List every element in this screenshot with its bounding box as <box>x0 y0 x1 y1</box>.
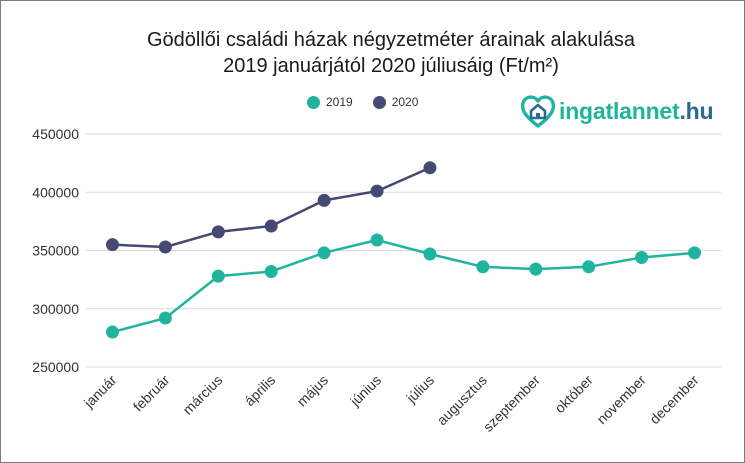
x-tick-label: szeptember <box>480 372 543 435</box>
y-tick-label: 450000 <box>32 126 79 142</box>
data-point-2020 <box>105 238 119 252</box>
x-tick-label: május <box>294 372 332 410</box>
data-point-2019 <box>423 247 437 261</box>
data-point-2020 <box>423 161 437 175</box>
legend-label-2019: 2019 <box>326 95 353 109</box>
logo-text: ingatlannet.hu <box>559 97 714 125</box>
data-point-2020 <box>211 225 225 239</box>
chart-title: Gödöllői családi házak négyzetméter árai… <box>91 27 691 79</box>
data-point-2019 <box>370 233 384 247</box>
series-line-2020 <box>112 166 431 249</box>
data-point-2019 <box>529 262 543 276</box>
chart-title-line-1: Gödöllői családi házak négyzetméter árai… <box>146 29 636 51</box>
data-point-2019 <box>582 260 596 274</box>
x-tick-label: június <box>346 372 384 410</box>
legend-item-2019: 2019 <box>307 95 353 109</box>
data-point-2019 <box>105 325 119 339</box>
data-point-2019 <box>476 260 490 274</box>
data-point-2019 <box>317 246 331 260</box>
chart-title-line-2: 2019 januárjától 2020 júliusáig (Ft/m²) <box>223 55 559 77</box>
y-tick-label: 400000 <box>32 184 79 200</box>
data-point-2020 <box>158 240 172 254</box>
legend-marker-2020 <box>372 95 386 109</box>
x-tick-label: október <box>551 372 596 417</box>
data-point-2019 <box>688 246 702 260</box>
legend-marker-2019 <box>307 95 320 109</box>
logo-text-main: ingatlannet <box>559 97 680 124</box>
data-point-2019 <box>158 311 172 325</box>
x-tick-label: február <box>130 372 173 415</box>
data-point-2020 <box>370 184 384 198</box>
data-point-2019 <box>264 264 278 278</box>
y-tick-label: 300000 <box>32 301 79 317</box>
y-tick-label: 350000 <box>32 243 79 259</box>
x-tick-label: augusztus <box>434 372 490 428</box>
x-tick-label: november <box>593 372 649 428</box>
house-heart-icon <box>520 95 556 128</box>
data-point-2020 <box>264 219 278 233</box>
legend-item-2020: 2020 <box>372 95 419 109</box>
y-tick-label: 250000 <box>32 359 79 375</box>
ingatlannet-logo: ingatlannet.hu <box>520 92 714 130</box>
data-point-2019 <box>211 269 225 283</box>
x-tick-label: március <box>179 372 225 418</box>
x-tick-label: január <box>80 372 120 412</box>
series-line-2019 <box>112 238 695 334</box>
x-tick-label: december <box>646 372 702 428</box>
logo-text-suffix: .hu <box>679 97 714 124</box>
x-tick-label: április <box>241 372 278 409</box>
x-tick-label: július <box>402 372 437 407</box>
data-point-2019 <box>635 250 649 264</box>
chart-legend: 2019 2020 <box>307 93 418 111</box>
legend-label-2020: 2020 <box>391 95 419 109</box>
data-point-2020 <box>317 193 331 207</box>
